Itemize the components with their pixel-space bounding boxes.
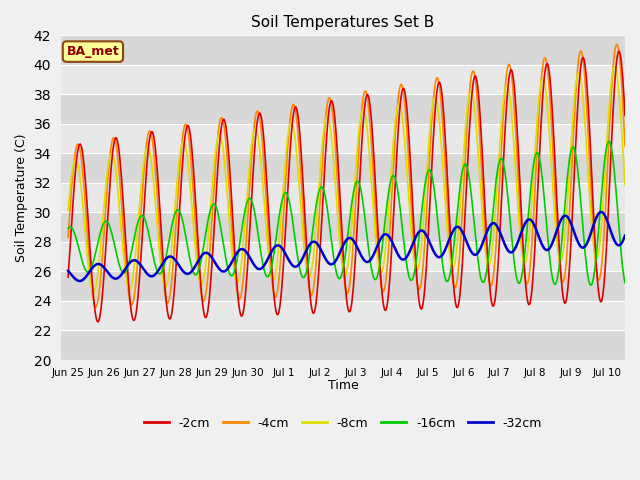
Title: Soil Temperatures Set B: Soil Temperatures Set B [252, 15, 435, 30]
Bar [61, 124, 625, 154]
Bar [61, 301, 625, 331]
Bar [61, 65, 625, 95]
Y-axis label: Soil Temperature (C): Soil Temperature (C) [15, 133, 28, 262]
Bar [61, 242, 625, 272]
Text: BA_met: BA_met [67, 45, 119, 58]
Legend: -2cm, -4cm, -8cm, -16cm, -32cm: -2cm, -4cm, -8cm, -16cm, -32cm [139, 412, 547, 435]
Bar [61, 95, 625, 124]
Bar [61, 154, 625, 183]
Bar [61, 331, 625, 360]
Bar [61, 36, 625, 65]
Bar [61, 213, 625, 242]
Bar [61, 183, 625, 213]
X-axis label: Time: Time [328, 379, 358, 392]
Bar [61, 272, 625, 301]
